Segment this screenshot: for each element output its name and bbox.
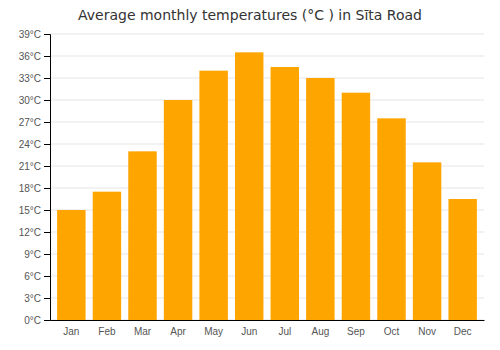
y-tick: 6°C <box>24 271 50 282</box>
x-tick: Nov <box>418 326 436 337</box>
y-tick: 36°C <box>19 51 50 62</box>
y-tick: 39°C <box>19 29 50 40</box>
title: Average monthly temperatures (°C ) in Sī… <box>78 7 422 23</box>
y-tick: 18°C <box>19 183 50 194</box>
y-tick: 9°C <box>24 249 50 260</box>
x-tick: Dec <box>454 326 472 337</box>
x-tick-label: Feb <box>98 326 116 337</box>
x-tick: Jan <box>63 326 79 337</box>
bar <box>235 52 263 320</box>
y-tick: 30°C <box>19 95 50 106</box>
y-tick: 3°C <box>24 293 50 304</box>
x-tick-label: Jun <box>241 326 257 337</box>
y-tick-label: 18°C <box>19 183 41 194</box>
y-tick-label: 21°C <box>19 161 41 172</box>
y-tick-mark <box>44 320 50 321</box>
y-tick-label: 39°C <box>19 29 41 40</box>
y-axis-line <box>44 35 51 321</box>
y-tick-mark <box>44 122 50 123</box>
y-tick: 0°C <box>24 315 50 326</box>
grid-line <box>50 34 484 35</box>
x-tick-label: Dec <box>454 326 472 337</box>
y-axis: 0°C 3°C 6°C 9°C 12°C 15°C 18°C 21°C 24°C 27°C 30°C… <box>19 29 51 326</box>
bar <box>164 100 192 320</box>
y-tick: 33°C <box>19 73 50 84</box>
x-axis-line <box>51 320 485 321</box>
x-tick: Jun <box>241 326 257 337</box>
x-tick: Aug <box>311 326 329 337</box>
y-tick-mark <box>44 298 50 299</box>
y-tick-label: 33°C <box>19 73 41 84</box>
grid-line <box>50 78 484 79</box>
x-tick-label: Jan <box>63 326 79 337</box>
grid-line <box>50 100 484 101</box>
bar <box>306 78 334 320</box>
y-tick-label: 15°C <box>19 205 41 216</box>
bar <box>342 93 370 320</box>
y-tick-mark <box>44 166 50 167</box>
y-tick-mark <box>44 254 50 255</box>
y-tick-label: 0°C <box>24 315 41 326</box>
y-tick: 12°C <box>19 227 50 238</box>
x-tick: Feb <box>98 326 116 337</box>
x-tick: Mar <box>134 326 152 337</box>
y-tick: 24°C <box>19 139 50 150</box>
y-tick: 15°C <box>19 205 50 216</box>
y-tick-label: 6°C <box>24 271 41 282</box>
y-tick-mark <box>44 100 50 101</box>
bar <box>271 67 299 320</box>
x-tick-label: Jul <box>278 326 291 337</box>
x-tick-label: Apr <box>170 326 186 337</box>
y-tick: 27°C <box>19 117 50 128</box>
y-tick-mark <box>44 78 50 79</box>
y-tick-label: 27°C <box>19 117 41 128</box>
y-tick-label: 9°C <box>24 249 41 260</box>
y-tick-mark <box>44 144 50 145</box>
bar <box>377 118 405 320</box>
y-tick-mark <box>44 56 50 57</box>
y-tick-mark <box>44 232 50 233</box>
x-tick-label: May <box>204 326 223 337</box>
y-tick-label: 24°C <box>19 139 41 150</box>
bar <box>93 192 121 320</box>
bar <box>57 210 85 320</box>
bar <box>199 71 227 320</box>
x-tick-label: Mar <box>134 326 152 337</box>
bars <box>57 52 477 320</box>
y-tick-label: 36°C <box>19 51 41 62</box>
y-tick-mark <box>44 276 50 277</box>
bar <box>128 151 156 320</box>
y-tick-mark <box>44 34 50 35</box>
chart: Average monthly temperatures (°C ) in Sī… <box>0 0 500 350</box>
x-tick-label: Nov <box>418 326 436 337</box>
x-tick: May <box>204 326 223 337</box>
y-tick-label: 3°C <box>24 293 41 304</box>
grid-line <box>50 56 484 57</box>
grid-line <box>50 122 484 123</box>
bar <box>413 162 441 320</box>
x-tick-label: Oct <box>384 326 400 337</box>
x-tick: Apr <box>170 326 186 337</box>
y-tick-label: 12°C <box>19 227 41 238</box>
y-tick-label: 30°C <box>19 95 41 106</box>
x-tick: Jul <box>278 326 291 337</box>
bar <box>448 199 476 320</box>
x-axis: Jan Feb Mar Apr May Jun Jul Aug Sep Oct Nov Dec <box>51 321 485 338</box>
grid <box>50 34 484 320</box>
y-tick-mark <box>44 188 50 189</box>
plot: 0°C 3°C 6°C 9°C 12°C 15°C 18°C 21°C 24°C 27°C 30°C… <box>19 29 485 337</box>
y-tick: 21°C <box>19 161 50 172</box>
x-tick-label: Aug <box>311 326 329 337</box>
x-tick: Oct <box>384 326 400 337</box>
x-tick: Sep <box>347 326 365 337</box>
x-tick-label: Sep <box>347 326 365 337</box>
grid-line <box>50 144 484 145</box>
y-tick-mark <box>44 210 50 211</box>
